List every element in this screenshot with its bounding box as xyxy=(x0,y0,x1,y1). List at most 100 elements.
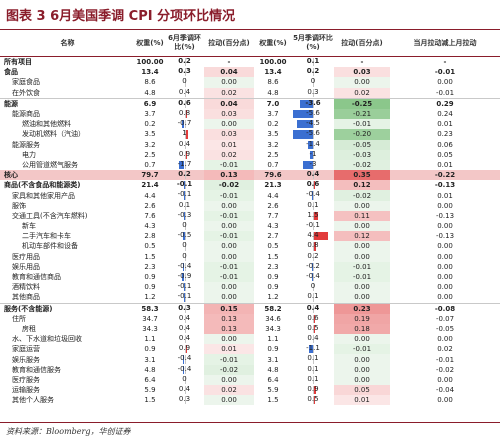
bar-track xyxy=(292,304,334,313)
zero-line xyxy=(184,140,186,149)
cpi-table: 名称 权重(%) 6月季调环比(%) 拉动(百分点) 权重(%) 5月季调环比(… xyxy=(0,30,500,406)
contrib-diff: 0.23 xyxy=(437,130,453,139)
mom-bar-cell: -3.6 xyxy=(292,97,334,109)
mom-bar-cell: -0.4 xyxy=(165,354,204,364)
mom-bar-cell: 0 xyxy=(165,252,204,262)
item-name: 服饰 xyxy=(12,201,26,210)
weight-jun: 6.9 xyxy=(135,97,165,109)
bar-track xyxy=(165,386,204,395)
item-name: 家庭运营 xyxy=(12,345,40,354)
mom-bar-cell: -0.4 xyxy=(165,365,204,375)
weight-may: 100.00 xyxy=(259,58,287,67)
bar-track xyxy=(165,335,204,344)
zero-line xyxy=(184,120,186,129)
zero-line xyxy=(313,252,314,261)
item-name: 发动机燃料（汽油） xyxy=(22,130,85,139)
bar-track xyxy=(165,201,204,210)
mom-bar xyxy=(313,232,329,241)
zero-line xyxy=(184,335,186,344)
bar-track xyxy=(292,88,334,97)
bar-track xyxy=(165,150,204,159)
mom-bar-cell: 0 xyxy=(292,77,334,87)
bar-track xyxy=(292,242,334,251)
contrib-diff: -0.04 xyxy=(435,386,455,395)
weight-jun: 4.3 xyxy=(144,222,156,231)
weight-may: 34.3 xyxy=(265,324,281,333)
bar-track xyxy=(292,140,334,149)
mom-value: 0.6 xyxy=(178,98,191,107)
mom-bar xyxy=(309,150,313,159)
mom-value: 0.8 xyxy=(307,241,319,250)
contribution-cell: 0.23 xyxy=(334,302,390,314)
mom-bar-cell: -1.7 xyxy=(165,160,204,170)
mom-bar xyxy=(309,345,313,354)
mom-value: -5.6 xyxy=(306,129,320,138)
bar-track xyxy=(165,140,204,149)
zero-line xyxy=(313,150,314,159)
contrib-diff: -0.05 xyxy=(435,324,455,333)
contribution-cell: 0.01 xyxy=(204,344,254,355)
contribution-cell: 0.00 xyxy=(334,354,390,365)
mom-value: 0.1 xyxy=(307,200,319,209)
mom-bar-cell: 0.2 xyxy=(292,252,334,262)
item-name: 核心 xyxy=(0,170,135,181)
mom-value: 0.3 xyxy=(178,395,191,404)
contribution-cell: 0.13 xyxy=(204,170,254,181)
col-header-contrib-may: 拉动(百分点) xyxy=(341,38,383,47)
table-row: 能源服务 3.2 0.4 0.01 3.2 -1.4 -0.05 0.06 xyxy=(0,139,500,150)
contribution-cell: 0.00 xyxy=(204,200,254,211)
table-row: 其他个人服务 1.5 0.3 0.00 1.5 0.5 0.01 0.00 xyxy=(0,395,500,406)
weight-jun: 1.5 xyxy=(144,396,156,405)
item-name: 娱乐服务 xyxy=(12,355,40,364)
bar-track xyxy=(292,324,334,334)
bar-track xyxy=(292,109,334,119)
item-name: 娱乐用品 xyxy=(12,262,40,271)
mom-bar-cell: 0.8 xyxy=(165,109,204,119)
mom-value: 0.4 xyxy=(306,170,320,179)
bar-track xyxy=(165,324,204,334)
mom-value: -0.1 xyxy=(176,180,193,189)
item-name: 运输服务 xyxy=(12,386,40,395)
mom-bar-cell: 0.1 xyxy=(292,57,334,68)
mom-value: 0.1 xyxy=(306,57,320,65)
mom-value: 0.4 xyxy=(178,323,191,332)
contribution-cell: -0.01 xyxy=(204,261,254,272)
zero-line xyxy=(184,304,186,313)
mom-value: 0.4 xyxy=(307,334,319,343)
bar-track xyxy=(292,160,334,170)
item-name: 在外饮食 xyxy=(12,88,40,97)
zero-line xyxy=(313,293,314,302)
contrib-diff: 0.00 xyxy=(437,78,453,87)
mom-bar xyxy=(313,242,316,251)
mom-value: 0.4 xyxy=(178,139,191,148)
contribution-cell: -0.02 xyxy=(204,180,254,191)
mom-bar-cell: 0.2 xyxy=(165,170,204,181)
zero-line xyxy=(184,262,186,271)
contribution-cell: -0.01 xyxy=(334,344,390,355)
weight-may: 4.8 xyxy=(267,88,279,97)
zero-line xyxy=(313,242,314,251)
contribution-cell: -0.20 xyxy=(334,129,390,140)
bar-track xyxy=(292,272,334,282)
mom-value: 0.9 xyxy=(307,385,319,393)
table-row: 水、下水道和垃圾回收 1.1 0.4 0.00 1.1 0.4 0.00 0.00 xyxy=(0,334,500,345)
table-row: 房租 34.3 0.4 0.13 34.3 0.5 0.18 -0.05 xyxy=(0,323,500,335)
bar-track xyxy=(292,335,334,344)
contribution-cell: 0.00 xyxy=(334,374,390,385)
zero-line xyxy=(313,304,314,313)
contribution-cell: 0.01 xyxy=(334,395,390,406)
bar-track xyxy=(165,211,204,220)
contribution-cell: -0.01 xyxy=(204,271,254,283)
zero-line xyxy=(184,58,186,67)
mom-bar xyxy=(293,130,313,139)
item-name: 家具和其他家用产品 xyxy=(12,191,75,200)
mom-bar xyxy=(297,120,313,129)
bar-track xyxy=(165,68,204,77)
contribution-cell: 0.15 xyxy=(204,302,254,314)
col-header-mom-jun: 6月季调环比(%) xyxy=(168,34,201,51)
table-row: 运输服务 5.9 0.4 0.02 5.9 0.9 0.05 -0.04 xyxy=(0,385,500,396)
zero-line xyxy=(184,160,186,170)
contribution-cell: -0.02 xyxy=(334,190,390,201)
bar-track xyxy=(292,375,334,384)
item-name: 医疗服务 xyxy=(12,375,40,384)
